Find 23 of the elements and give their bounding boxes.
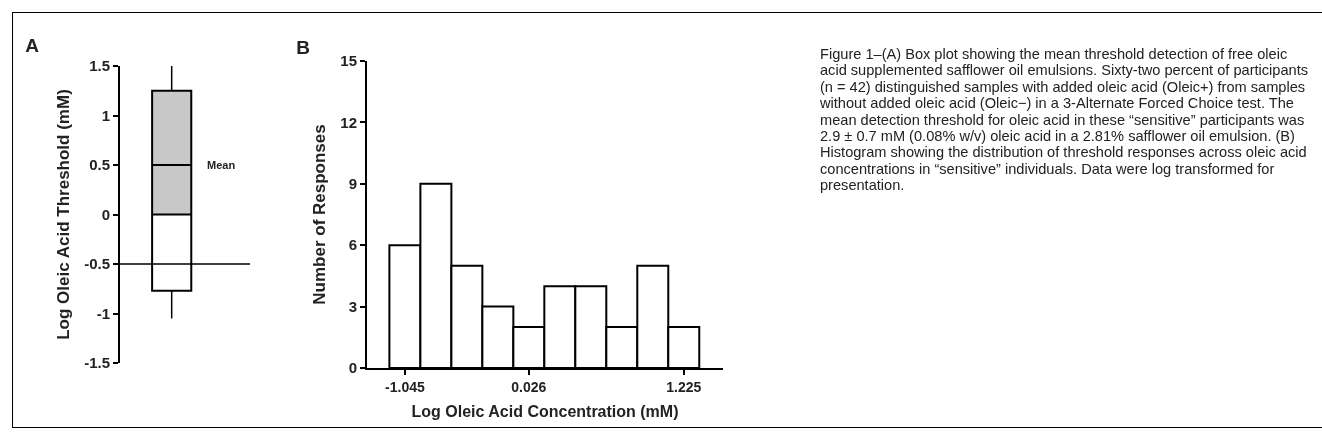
y-tick-label: 15 <box>340 52 357 70</box>
y-tick-label: -0.5 <box>84 255 110 273</box>
x-tick-label: -1.045 <box>385 378 425 395</box>
y-tick-label: 12 <box>340 113 357 131</box>
y-tick-label: 0.5 <box>89 156 110 174</box>
y-tick-label: 0 <box>101 205 110 223</box>
chart-title: A <box>25 34 40 56</box>
x-tick-label: 1.225 <box>666 378 702 395</box>
y-tick-label: -1.5 <box>84 354 110 372</box>
y-tick-label: 1.5 <box>89 57 110 75</box>
y-tick-label: -1 <box>96 304 110 322</box>
y-tick-label: 6 <box>348 236 357 254</box>
y-tick-label: 9 <box>348 175 357 193</box>
x-tick-label: 0.026 <box>511 378 547 395</box>
x-axis-title: Log Oleic Acid Concentration (mM) <box>411 403 679 420</box>
text: Figure 1–(A) Box plot showing the mean threshold detection of free oleic acid supplemented safflower oil emulsions. Sixty-two percent of participants (n = 42) distinguished samples with added oleic acid (Oleic+) from samples without added oleic acid (Oleic−) in a 3-Alternate Forced Choice test. The mean detection threshold for oleic acid in these “sensitive” participants was 2.9 ± 0.7 mM (0.08% w/v) oleic acid in a 2.81% safflower oil emulsion. (B) Histogram showing the distribution of threshold responses across oleic acid concentrations in “sensitive” individuals. Data were log transformed for presentation. <box>820 46 1309 194</box>
y-tick-label: 0 <box>348 359 357 377</box>
y-axis-title: Number of Responses <box>310 124 330 305</box>
y-tick-label: 1 <box>101 106 110 124</box>
annotation: Mean <box>207 159 236 171</box>
y-tick-label: 3 <box>348 297 357 315</box>
chart-title: B <box>296 36 310 58</box>
y-axis-title: Log Oleic Acid Threshold (mM) <box>54 89 74 340</box>
